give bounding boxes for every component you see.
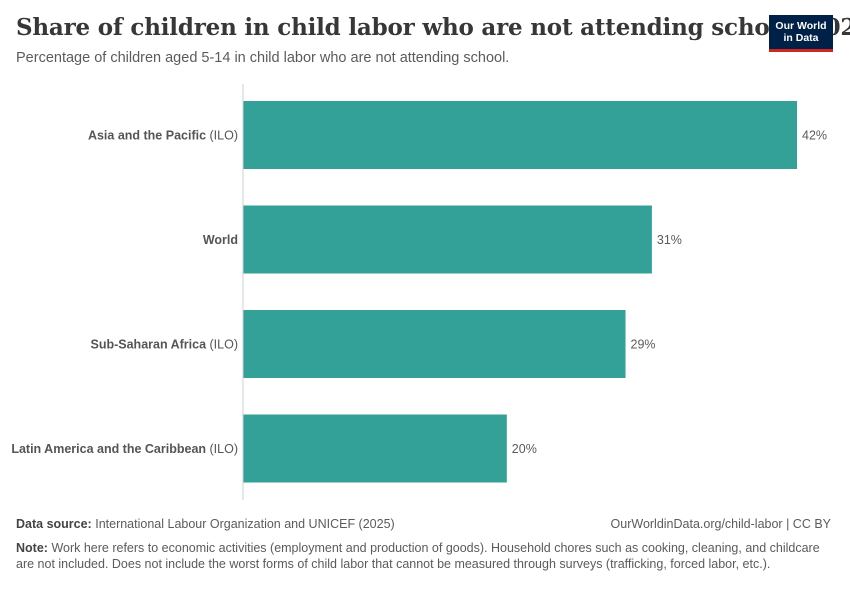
- bar-2: [243, 310, 626, 378]
- note-label: Note:: [16, 541, 48, 555]
- bar-3: [243, 414, 507, 483]
- category-label-0: Asia and the Pacific (ILO): [88, 129, 238, 143]
- category-qualifier-2: (ILO): [206, 338, 238, 352]
- logo-line-1: Our World: [775, 20, 827, 32]
- value-label-1: 31%: [657, 233, 682, 247]
- note: Note: Work here refers to economic activ…: [16, 540, 836, 572]
- category-label-2: Sub-Saharan Africa (ILO): [91, 338, 239, 352]
- category-name-2: Sub-Saharan Africa: [91, 338, 208, 352]
- category-name-3: Latin America and the Caribbean: [11, 442, 206, 456]
- value-label-2: 29%: [631, 338, 656, 352]
- value-label-0: 42%: [802, 129, 827, 143]
- chart-title: Share of children in child labor who are…: [16, 14, 850, 41]
- chart-subtitle: Percentage of children aged 5-14 in chil…: [16, 50, 510, 66]
- category-label-3: Latin America and the Caribbean (ILO): [11, 442, 238, 456]
- category-name-1: World: [203, 233, 238, 247]
- bar-0: [243, 101, 797, 169]
- bar-1: [243, 205, 652, 274]
- category-qualifier-3: (ILO): [206, 442, 238, 456]
- source-url[interactable]: OurWorldinData.org/child-labor | CC BY: [610, 517, 831, 531]
- category-label-1: World: [203, 233, 238, 247]
- note-text: Work here refers to economic activities …: [16, 541, 820, 571]
- bar-chart: 42% Asia and the Pacific (ILO) 31% World 29%…: [11, 84, 827, 500]
- owid-logo[interactable]: Our World in Data: [769, 15, 833, 52]
- data-source-label: Data source:: [16, 517, 92, 531]
- category-name-0: Asia and the Pacific: [88, 129, 206, 143]
- data-source-text: International Labour Organization and UN…: [95, 517, 395, 531]
- value-label-3: 20%: [512, 442, 537, 456]
- logo-line-2: in Data: [783, 32, 819, 44]
- data-source: Data source: International Labour Organi…: [16, 517, 395, 531]
- category-qualifier-0: (ILO): [206, 129, 238, 143]
